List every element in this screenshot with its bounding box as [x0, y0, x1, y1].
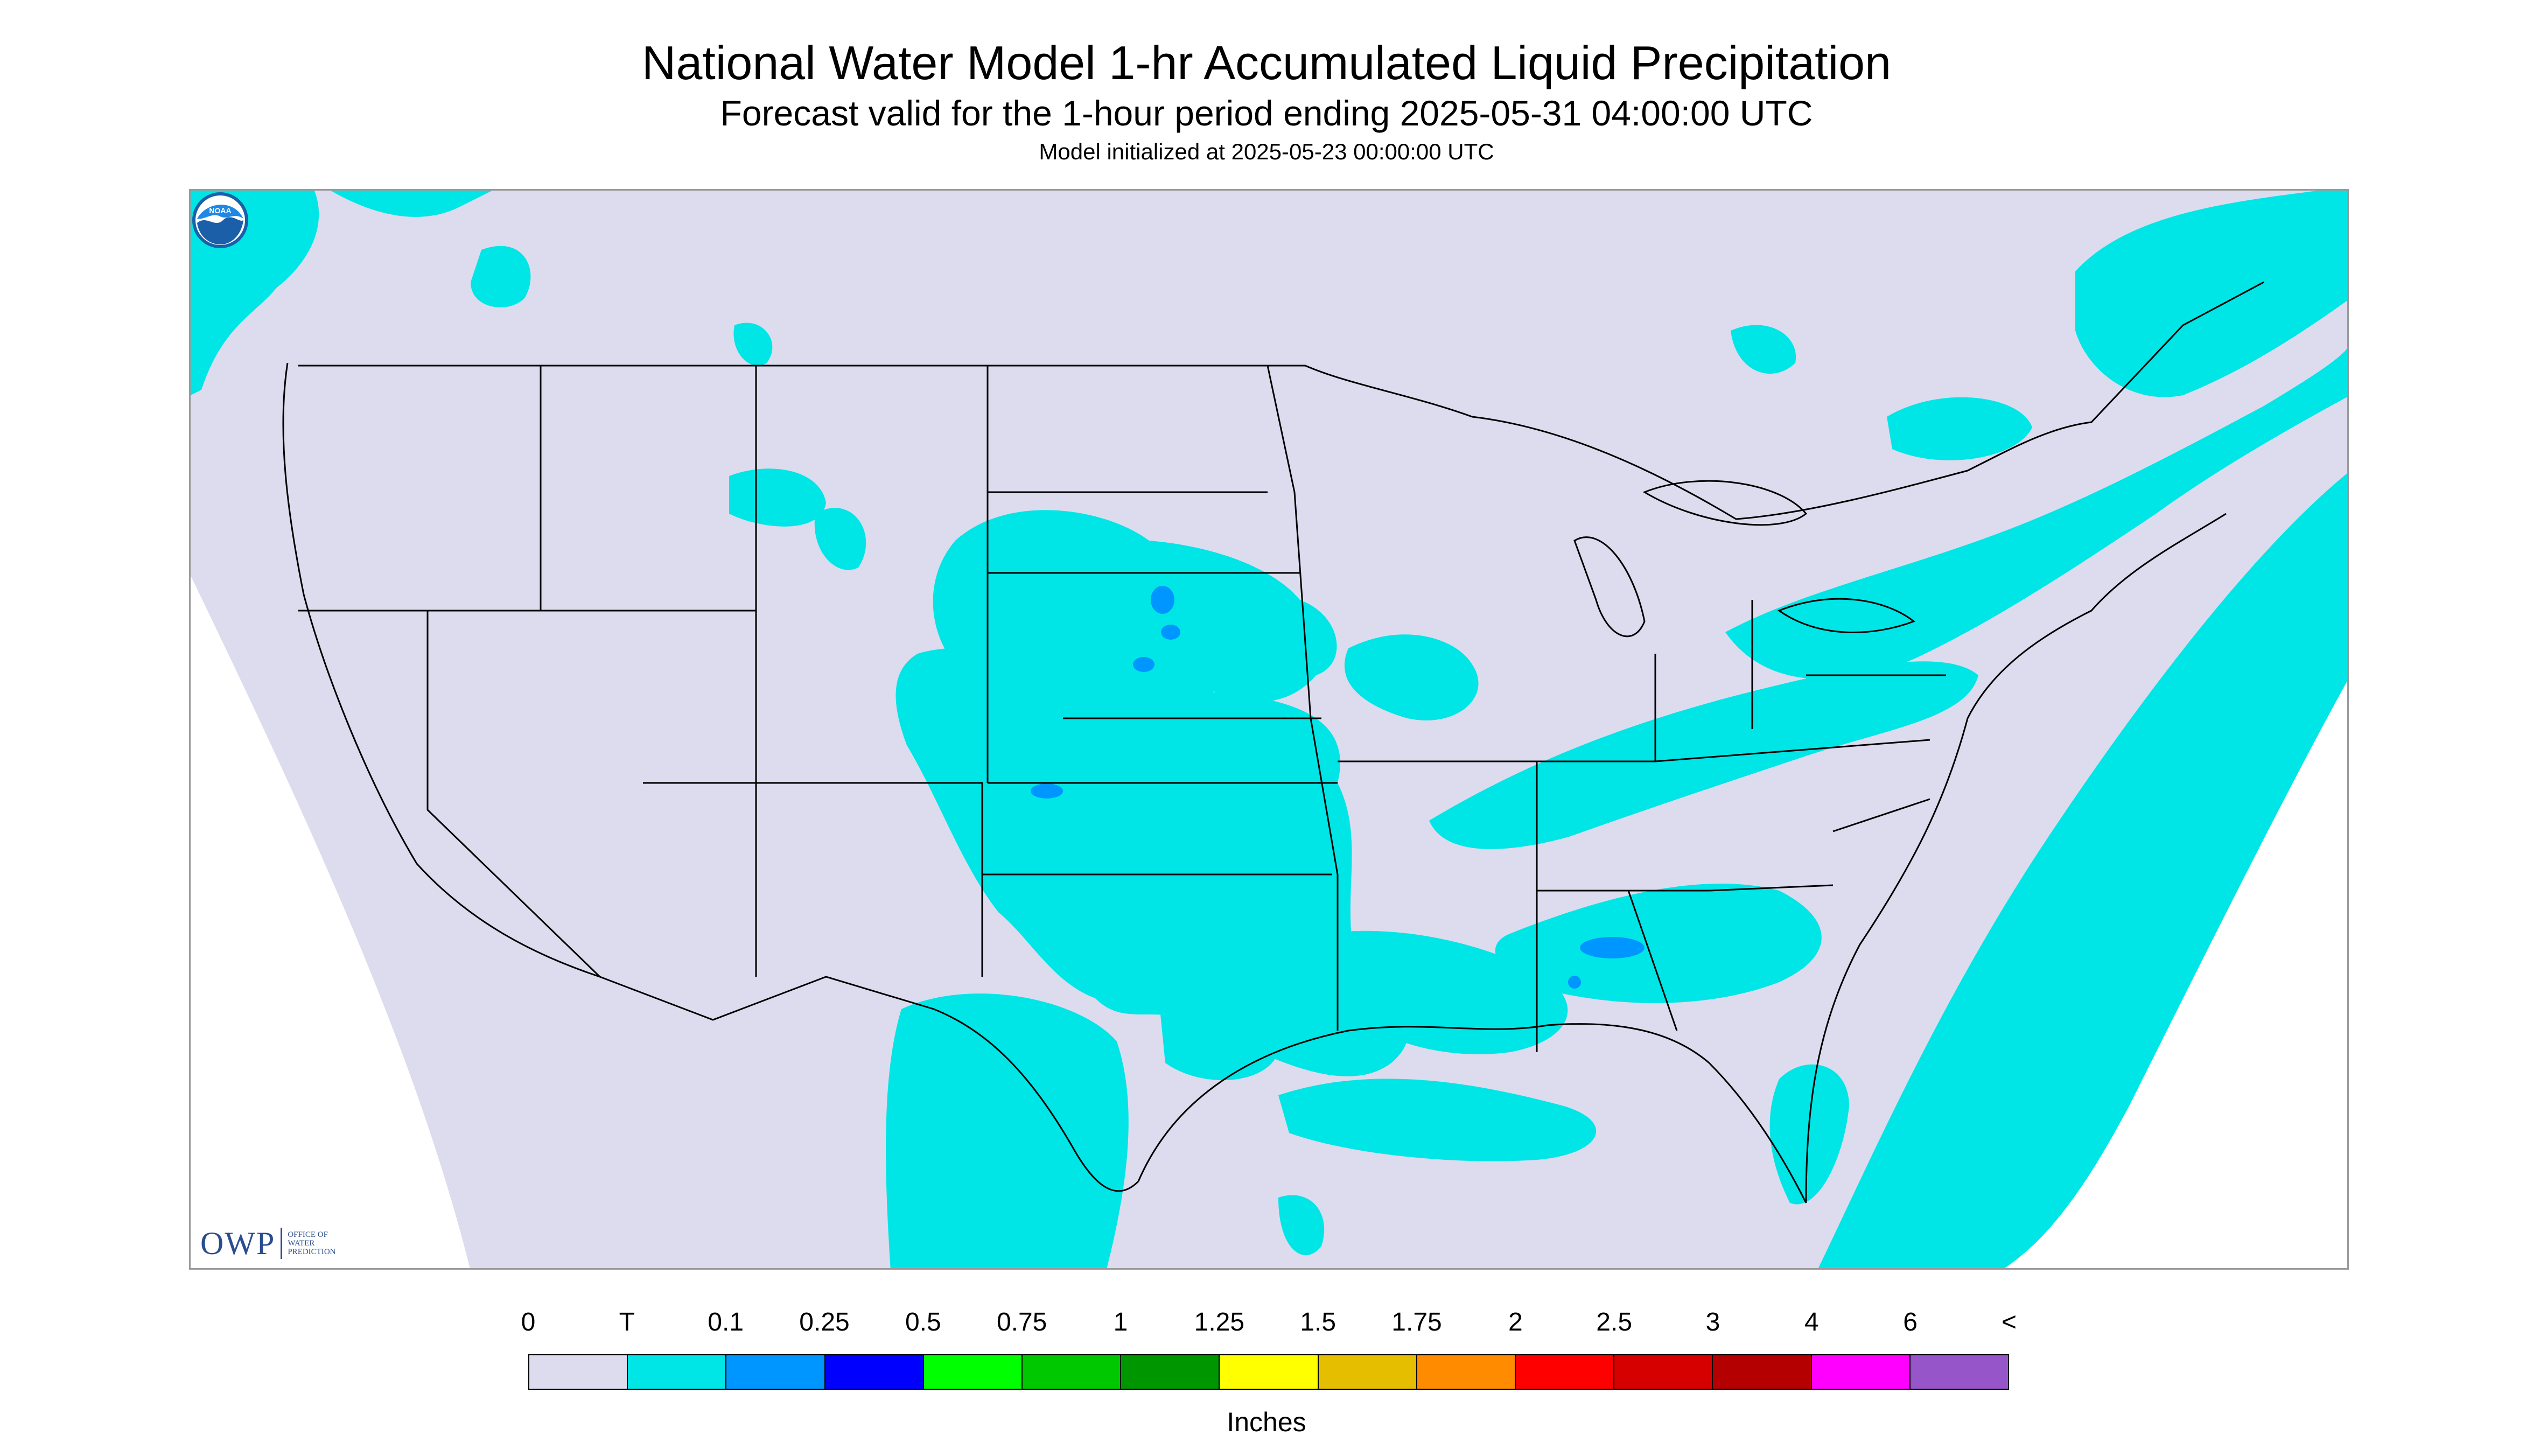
colorbar-tick-label: 1	[1113, 1308, 1128, 1336]
state-lines-west	[298, 366, 989, 978]
light-precip-spot	[1031, 783, 1063, 799]
us-mexico-border	[599, 976, 1139, 1192]
light-precip-spots	[1031, 586, 1645, 989]
colorbar-tick-label: 0.1	[708, 1308, 744, 1336]
canada-precip	[471, 246, 531, 307]
model-init-line: Model initialized at 2025-05-23 00:00:00…	[1039, 139, 1494, 164]
colorbar-swatch	[923, 1355, 1023, 1389]
colorbar-tick-label: T	[619, 1308, 635, 1336]
colorbar-swatch	[1516, 1355, 1615, 1389]
light-precip-spot	[1133, 657, 1154, 672]
pacific-coast	[282, 362, 600, 978]
precipitation-map: OWP Office of Water Prediction NOAA	[189, 189, 2349, 1270]
colorbar-tick-label: 2.5	[1596, 1308, 1633, 1336]
texas-coast-precip	[1160, 1006, 1278, 1081]
montana-precip	[729, 468, 826, 527]
ontario-precip	[1887, 397, 2032, 460]
state-lines-east	[1338, 600, 1946, 1052]
colorbar-swatch	[1023, 1355, 1122, 1389]
mexico-precip	[886, 993, 1129, 1268]
colorbar-swatch	[1614, 1355, 1713, 1389]
gulf-precip	[1278, 1079, 1597, 1161]
quebec-precip	[2075, 191, 2347, 397]
great-lakes	[1573, 480, 1916, 638]
map-canvas	[191, 191, 2347, 1268]
colorbar	[528, 1354, 2009, 1390]
colorbar-swatch	[1811, 1355, 1911, 1389]
state-lines-central	[982, 365, 1339, 1031]
us-canada-border	[298, 281, 2264, 520]
light-precip-spot	[1151, 586, 1174, 614]
colorbar-swatch	[529, 1355, 628, 1389]
political-boundaries	[282, 281, 2264, 1203]
colorbar-tick-label: 0.25	[799, 1308, 850, 1336]
florida-precip	[1769, 1064, 1849, 1205]
colorbar-units: Inches	[1227, 1407, 1306, 1437]
colorbar-tick-label: 3	[1705, 1308, 1720, 1336]
wyoming-precip	[814, 508, 866, 570]
noaa-logo: NOAA	[192, 192, 248, 248]
colorbar-tick-label: 1.75	[1391, 1308, 1442, 1336]
colorbar-tick-label: 1.25	[1194, 1308, 1245, 1336]
colorbar-tick-label: <	[2001, 1308, 2017, 1336]
light-precip-spot	[1580, 937, 1645, 958]
colorbar-tick-label: 6	[1903, 1308, 1918, 1336]
colorbar-swatch	[1910, 1355, 2009, 1389]
atlantic-coast	[1805, 513, 2227, 1203]
colorbar-swatch	[1417, 1355, 1516, 1389]
owp-logo-text: Office of Water Prediction	[288, 1230, 335, 1256]
gulf-coast	[1137, 1023, 1807, 1203]
owp-logo: OWP Office of Water Prediction	[200, 1224, 336, 1262]
map-title: National Water Model 1-hr Accumulated Li…	[641, 36, 1892, 89]
svg-text:NOAA: NOAA	[209, 206, 231, 215]
cuba-gulf-precip	[1278, 1195, 1325, 1256]
central-precip	[1344, 634, 1479, 720]
hudson-precip	[1731, 325, 1796, 374]
northeast-precip	[1725, 348, 2347, 679]
trace-precip-areas	[191, 191, 2347, 1268]
colorbar-tick-label: 0.75	[996, 1308, 1047, 1336]
colorbar-tick-label: 1.5	[1300, 1308, 1337, 1336]
colorbar-swatch	[1121, 1355, 1220, 1389]
light-precip-spot	[1568, 976, 1581, 989]
colorbar-swatch	[1220, 1355, 1319, 1389]
colorbar-swatch	[628, 1355, 727, 1389]
atlantic-precip	[1818, 473, 2347, 1268]
owp-text-line: Office of	[288, 1230, 328, 1239]
colorbar-swatch	[1713, 1355, 1812, 1389]
ohio-valley-precip	[1429, 661, 1978, 849]
owp-logo-mark: OWP	[200, 1225, 276, 1261]
colorbar-swatch	[726, 1355, 825, 1389]
colorbar-tick-label: 2	[1508, 1308, 1523, 1336]
deep-south-precip	[1321, 930, 1568, 1054]
light-precip-spot	[1161, 625, 1180, 640]
owp-text-line: Prediction	[288, 1248, 336, 1256]
owp-logo-divider	[281, 1228, 283, 1259]
sask-precip	[733, 323, 773, 366]
colorbar-tick-label: 4	[1804, 1308, 1819, 1336]
colorbar-tick-label: 0.5	[905, 1308, 941, 1336]
map-subtitle: Forecast valid for the 1-hour period end…	[720, 93, 1813, 133]
owp-text-line: Water	[288, 1239, 315, 1248]
southeast-precip	[1495, 884, 1822, 1003]
plains-precip	[895, 648, 1408, 1076]
colorbar-swatch	[1318, 1355, 1417, 1389]
colorbar-tick-label: 0	[521, 1308, 536, 1336]
bc-precip	[331, 191, 492, 217]
colorbar-swatch	[825, 1355, 924, 1389]
